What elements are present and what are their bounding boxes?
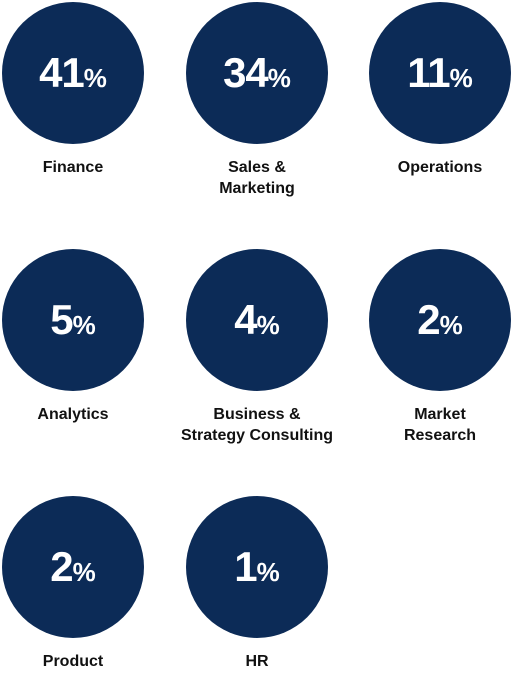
value-label: 11% — [407, 49, 473, 96]
category-label: Business & Strategy Consulting — [180, 406, 333, 444]
stat-circle: 4% — [186, 249, 328, 391]
stat-circle: 34% — [186, 2, 328, 144]
value-label: 41% — [39, 49, 107, 96]
category-label: Market Research — [403, 406, 477, 444]
value-label: 1% — [234, 543, 280, 590]
category-label: Operations — [397, 159, 483, 176]
category-label: Finance — [42, 159, 104, 176]
category-label: Product — [42, 653, 104, 670]
category-label: Sales & Marketing — [219, 159, 295, 197]
stat-circle: 11% — [369, 2, 511, 144]
value-label: 5% — [50, 296, 96, 343]
value-label: 4% — [234, 296, 280, 343]
stat-circle: 5% — [2, 249, 144, 391]
category-label: HR — [245, 653, 269, 670]
stat-circle: 2% — [369, 249, 511, 391]
value-label: 2% — [50, 543, 96, 590]
stat-circle: 41% — [2, 2, 144, 144]
value-label: 34% — [223, 49, 291, 96]
category-label: Analytics — [37, 406, 109, 423]
stat-circle: 2% — [2, 496, 144, 638]
value-label: 2% — [417, 296, 463, 343]
stat-circle: 1% — [186, 496, 328, 638]
